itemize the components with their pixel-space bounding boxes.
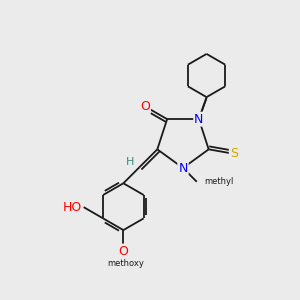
- Text: H: H: [126, 157, 134, 167]
- Text: N: N: [194, 113, 204, 126]
- Text: HO: HO: [63, 201, 82, 214]
- Text: N: N: [178, 161, 188, 175]
- Text: O: O: [118, 244, 128, 258]
- Text: O: O: [140, 100, 150, 113]
- Text: methyl: methyl: [204, 177, 234, 186]
- Text: methoxy: methoxy: [107, 259, 144, 268]
- Text: S: S: [230, 147, 238, 160]
